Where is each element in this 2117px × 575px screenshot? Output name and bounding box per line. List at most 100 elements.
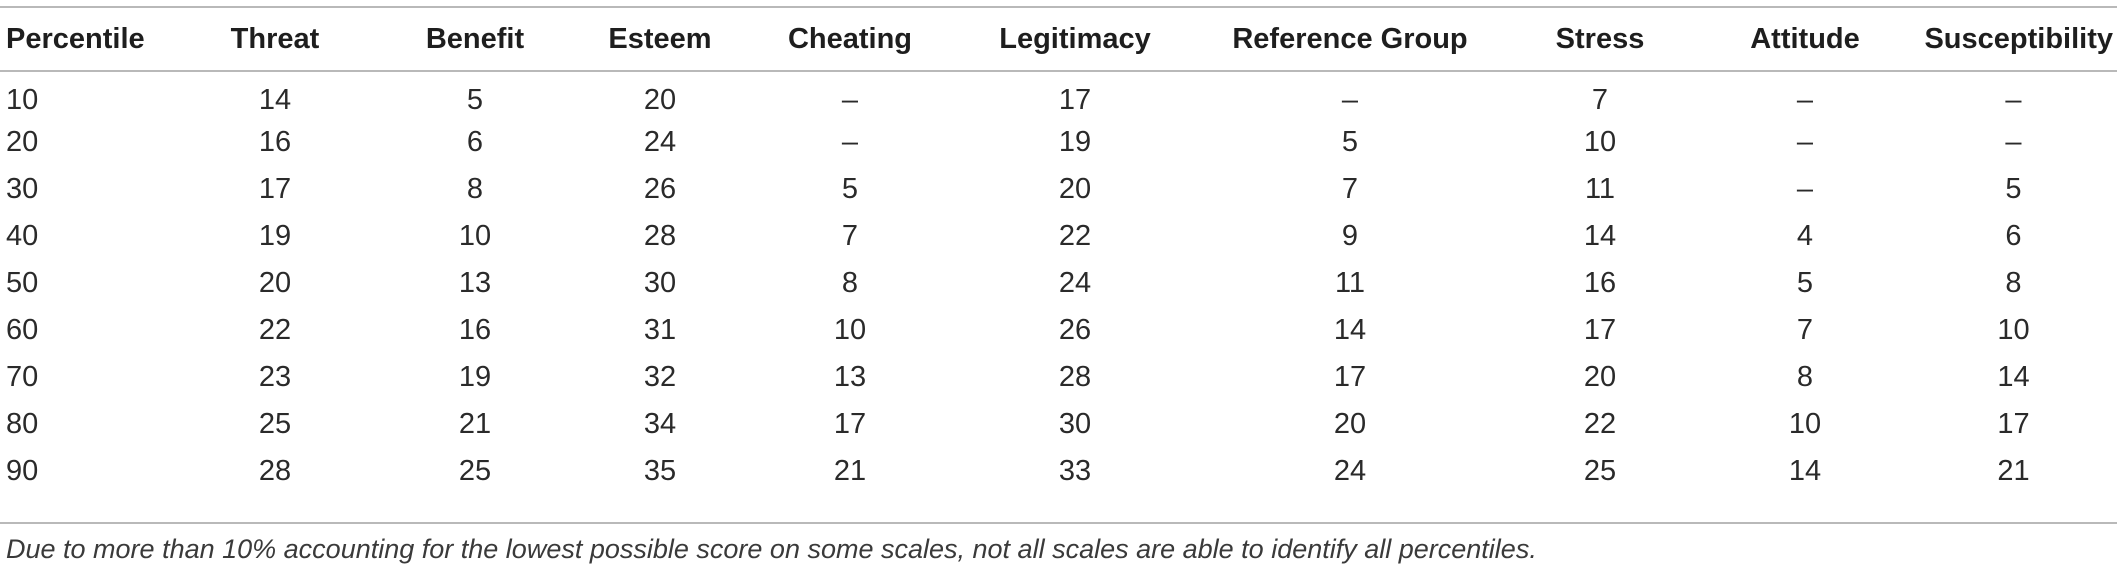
cell-cheating: 21 — [833, 455, 867, 487]
cell-percentile: 90 — [6, 455, 39, 487]
cell-benefit: 21 — [458, 408, 492, 440]
cell-legitimacy: 17 — [1058, 84, 1092, 116]
cell-reference-group: 20 — [1333, 408, 1367, 440]
cell-legitimacy: 33 — [1058, 455, 1092, 487]
cell-benefit: 10 — [458, 220, 492, 252]
cell-percentile: 40 — [6, 220, 39, 252]
cell-attitude: 4 — [1796, 220, 1814, 252]
table-header-rule — [0, 70, 2117, 72]
cell-esteem: 32 — [643, 361, 677, 393]
cell-attitude: – — [1796, 126, 1814, 158]
cell-threat: 17 — [258, 173, 292, 205]
cell-threat: 22 — [258, 314, 292, 346]
cell-attitude: 10 — [1788, 408, 1822, 440]
table-top-rule — [0, 6, 2117, 8]
cell-cheating: 5 — [841, 173, 859, 205]
cell-threat: 19 — [258, 220, 292, 252]
cell-threat: 20 — [258, 267, 292, 299]
column-header-cheating: Cheating — [787, 22, 913, 55]
cell-stress: 25 — [1583, 455, 1617, 487]
cell-percentile: 10 — [6, 84, 39, 116]
table-footnote: Due to more than 10% accounting for the … — [6, 534, 1537, 564]
cell-cheating: 7 — [841, 220, 859, 252]
table-row: 20 16 6 24 – 19 5 10 – – — [0, 119, 2117, 166]
cell-legitimacy: 22 — [1058, 220, 1092, 252]
cell-attitude: 7 — [1796, 314, 1814, 346]
cell-reference-group: 24 — [1333, 455, 1367, 487]
cell-benefit: 16 — [458, 314, 492, 346]
cell-esteem: 20 — [643, 84, 677, 116]
cell-reference-group: 17 — [1333, 361, 1367, 393]
table-row: 30 17 8 26 5 20 7 11 – 5 — [0, 166, 2117, 213]
cell-benefit: 6 — [466, 126, 484, 158]
cell-esteem: 26 — [643, 173, 677, 205]
cell-cheating: – — [841, 126, 859, 158]
cell-attitude: – — [1796, 84, 1814, 116]
column-header-esteem: Esteem — [608, 22, 712, 55]
table-bottom-rule — [0, 522, 2117, 524]
table-body: 10 14 5 20 – 17 – 7 – – 20 16 6 24 – 19 5 10 – – 30 17 8 26 5 20 7… — [0, 70, 2117, 495]
table-header-row: Percentile Threat Benefit Esteem Cheatin… — [0, 8, 2117, 70]
cell-reference-group: 7 — [1341, 173, 1359, 205]
cell-esteem: 31 — [643, 314, 677, 346]
cell-legitimacy: 26 — [1058, 314, 1092, 346]
cell-threat: 16 — [258, 126, 292, 158]
cell-percentile: 60 — [6, 314, 39, 346]
cell-attitude: 5 — [1796, 267, 1814, 299]
cell-cheating: 8 — [841, 267, 859, 299]
cell-percentile: 80 — [6, 408, 39, 440]
cell-threat: 25 — [258, 408, 292, 440]
cell-stress: 22 — [1583, 408, 1617, 440]
table-row: 80 25 21 34 17 30 20 22 10 17 — [0, 401, 2117, 448]
cell-percentile: 20 — [6, 126, 39, 158]
cell-attitude: 14 — [1788, 455, 1822, 487]
cell-benefit: 5 — [466, 84, 484, 116]
cell-susceptibility: – — [2005, 84, 2022, 116]
cell-threat: 23 — [258, 361, 292, 393]
cell-legitimacy: 19 — [1058, 126, 1092, 158]
cell-percentile: 50 — [6, 267, 39, 299]
cell-legitimacy: 24 — [1058, 267, 1092, 299]
column-header-attitude: Attitude — [1750, 22, 1860, 55]
cell-cheating: – — [841, 84, 859, 116]
cell-cheating: 10 — [833, 314, 867, 346]
cell-benefit: 25 — [458, 455, 492, 487]
cell-reference-group: 11 — [1334, 267, 1366, 299]
table-row: 50 20 13 30 8 24 11 16 5 8 — [0, 260, 2117, 307]
cell-esteem: 28 — [643, 220, 677, 252]
cell-attitude: – — [1796, 173, 1814, 205]
cell-stress: 17 — [1583, 314, 1617, 346]
cell-susceptibility: 21 — [1997, 455, 2030, 487]
cell-reference-group: 14 — [1333, 314, 1367, 346]
cell-legitimacy: 30 — [1058, 408, 1092, 440]
column-header-legitimacy: Legitimacy — [999, 22, 1151, 55]
cell-benefit: 19 — [458, 361, 492, 393]
cell-susceptibility: 5 — [2005, 173, 2022, 205]
table-row: 70 23 19 32 13 28 17 20 8 14 — [0, 354, 2117, 401]
cell-stress: 20 — [1583, 361, 1617, 393]
cell-stress: 7 — [1591, 84, 1609, 116]
cell-reference-group: – — [1341, 84, 1359, 116]
percentile-table: Percentile Threat Benefit Esteem Cheatin… — [0, 8, 2117, 495]
cell-stress: 10 — [1583, 126, 1617, 158]
cell-percentile: 70 — [6, 361, 39, 393]
column-header-threat: Threat — [230, 22, 320, 55]
cell-threat: 28 — [258, 455, 292, 487]
cell-percentile: 30 — [6, 173, 39, 205]
column-header-susceptibility: Susceptibility — [1924, 22, 2113, 55]
cell-esteem: 35 — [643, 455, 677, 487]
cell-susceptibility: – — [2005, 126, 2022, 158]
cell-stress: 14 — [1583, 220, 1617, 252]
cell-legitimacy: 28 — [1058, 361, 1092, 393]
cell-esteem: 24 — [643, 126, 677, 158]
cell-susceptibility: 17 — [1997, 408, 2030, 440]
cell-susceptibility: 14 — [1997, 361, 2030, 393]
table-row: 40 19 10 28 7 22 9 14 4 6 — [0, 213, 2117, 260]
cell-susceptibility: 10 — [1997, 314, 2030, 346]
column-header-stress: Stress — [1555, 22, 1645, 55]
cell-stress: 11 — [1584, 173, 1616, 205]
table-row: 10 14 5 20 – 17 – 7 – – — [0, 70, 2117, 119]
cell-stress: 16 — [1583, 267, 1617, 299]
cell-reference-group: 9 — [1341, 220, 1359, 252]
table-row: 60 22 16 31 10 26 14 17 7 10 — [0, 307, 2117, 354]
